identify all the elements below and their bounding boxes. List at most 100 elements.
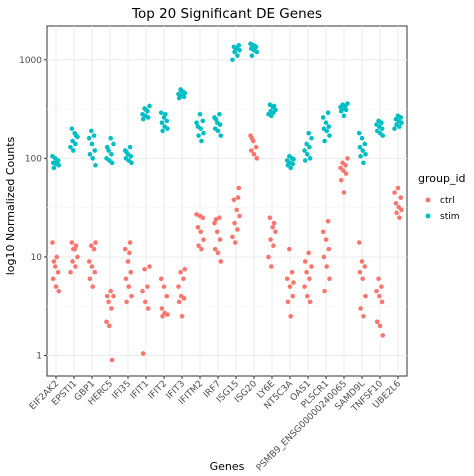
data-point-stim: [327, 133, 332, 138]
data-point-ctrl: [376, 276, 381, 282]
data-point-ctrl: [127, 250, 132, 256]
data-point-stim: [108, 135, 113, 141]
data-point-ctrl: [217, 215, 222, 221]
data-point-ctrl: [273, 229, 278, 235]
data-point-ctrl: [357, 269, 363, 275]
data-point-ctrl: [302, 284, 307, 289]
data-point-ctrl: [324, 264, 330, 269]
data-point-ctrl: [290, 293, 296, 299]
data-point-ctrl: [254, 156, 260, 161]
data-point-ctrl: [359, 259, 365, 264]
data-point-ctrl: [356, 240, 362, 245]
legend-title: group_id: [418, 172, 466, 185]
data-point-stim: [290, 161, 296, 167]
data-point-stim: [159, 120, 165, 125]
data-point-stim: [147, 103, 152, 109]
data-point-stim: [213, 116, 219, 122]
data-point-ctrl: [176, 299, 182, 305]
data-point-stim: [309, 135, 314, 141]
y-tick-label: 100: [25, 154, 42, 164]
data-point-stim: [288, 165, 294, 171]
data-point-ctrl: [104, 293, 110, 299]
data-point-ctrl: [309, 264, 314, 269]
data-point-ctrl: [158, 276, 164, 282]
data-point-ctrl: [90, 284, 95, 289]
data-point-stim: [320, 115, 326, 120]
data-point-ctrl: [232, 220, 237, 226]
data-point-ctrl: [395, 185, 401, 191]
data-point-stim: [92, 148, 98, 153]
data-point-ctrl: [361, 314, 366, 319]
y-tick-label: 10: [31, 253, 43, 263]
data-point-ctrl: [179, 314, 185, 319]
data-point-ctrl: [380, 333, 386, 338]
data-point-stim: [91, 133, 97, 138]
data-point-ctrl: [145, 284, 150, 289]
data-point-ctrl: [75, 254, 80, 260]
data-point-stim: [325, 110, 331, 116]
data-point-stim: [326, 124, 332, 129]
data-point-stim: [89, 141, 95, 147]
data-point-ctrl: [194, 212, 199, 217]
data-points: [50, 41, 404, 363]
data-point-stim: [341, 113, 347, 119]
data-point-stim: [181, 94, 187, 100]
data-point-ctrl: [325, 218, 331, 224]
data-point-stim: [71, 148, 76, 153]
data-point-ctrl: [56, 288, 62, 294]
data-point-ctrl: [305, 293, 310, 299]
data-point-ctrl: [73, 264, 78, 269]
data-point-ctrl: [181, 276, 186, 282]
data-point-stim: [124, 150, 129, 155]
data-point-ctrl: [159, 306, 165, 311]
data-point-ctrl: [125, 259, 131, 264]
data-point-stim: [56, 163, 62, 168]
data-point-ctrl: [127, 240, 133, 245]
data-point-ctrl: [165, 312, 170, 317]
data-point-stim: [304, 141, 309, 147]
data-point-ctrl: [111, 293, 116, 299]
data-point-ctrl: [161, 284, 167, 289]
data-point-stim: [252, 43, 257, 49]
data-point-ctrl: [104, 319, 109, 325]
legend: group_id ctrl stim: [418, 172, 466, 222]
data-point-stim: [165, 126, 170, 131]
data-point-ctrl: [50, 240, 55, 245]
data-point-ctrl: [69, 240, 75, 245]
data-point-stim: [69, 126, 75, 131]
data-point-ctrl: [271, 243, 276, 249]
data-point-ctrl: [326, 246, 332, 252]
data-point-stim: [87, 151, 93, 157]
legend-label-ctrl: ctrl: [440, 196, 455, 206]
data-point-ctrl: [143, 299, 148, 305]
data-point-stim: [363, 151, 368, 157]
data-point-ctrl: [109, 357, 115, 363]
data-point-ctrl: [234, 207, 239, 213]
data-point-stim: [109, 160, 115, 166]
data-point-ctrl: [71, 246, 76, 252]
data-point-ctrl: [397, 215, 402, 221]
data-point-ctrl: [341, 168, 346, 173]
x-axis-title: Genes: [210, 460, 245, 473]
data-point-ctrl: [379, 284, 384, 289]
data-point-stim: [233, 45, 238, 51]
data-point-ctrl: [288, 314, 294, 319]
data-point-stim: [271, 103, 277, 109]
data-point-ctrl: [341, 190, 347, 195]
data-point-stim: [302, 148, 307, 153]
data-point-ctrl: [215, 250, 221, 256]
data-point-ctrl: [268, 237, 273, 242]
data-point-ctrl: [89, 243, 94, 249]
data-point-ctrl: [248, 148, 254, 153]
data-point-ctrl: [393, 201, 399, 206]
data-point-ctrl: [327, 276, 332, 282]
data-point-ctrl: [93, 240, 98, 245]
data-point-ctrl: [307, 276, 312, 282]
data-point-stim: [201, 130, 206, 136]
panel-border: [46, 25, 408, 377]
data-point-ctrl: [338, 165, 343, 171]
data-point-stim: [89, 128, 94, 134]
data-point-ctrl: [140, 351, 146, 356]
data-point-ctrl: [230, 234, 235, 240]
data-point-stim: [218, 133, 224, 138]
